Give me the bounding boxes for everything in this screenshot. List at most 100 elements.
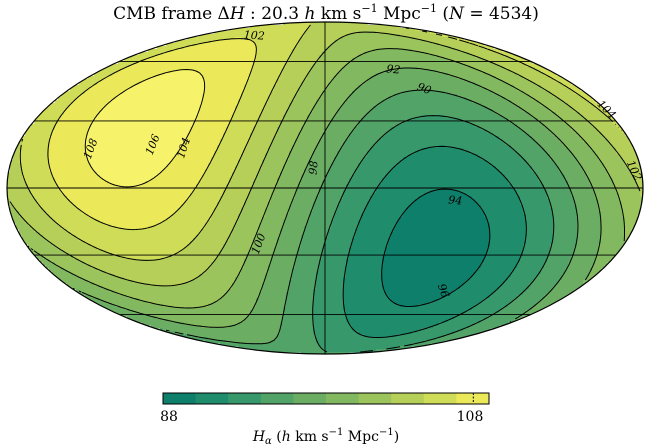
map-cell [226,184,254,188]
map-cell [307,166,332,170]
map-cell [313,316,347,320]
map-cell [286,22,311,26]
map-cell [391,298,440,302]
map-cell [517,262,545,266]
map-cell [106,103,203,107]
map-cell [313,307,344,311]
map-cell [349,97,389,101]
map-cell [322,181,350,185]
map-cell [595,106,605,110]
map-cell [466,280,506,284]
map-cell [502,139,536,143]
map-cell [556,112,581,116]
map-cell [178,334,191,338]
map-cell [190,130,227,134]
map-cell [328,82,365,86]
map-cell [94,301,107,305]
map-cell [58,223,107,227]
map-cell [346,187,377,191]
map-cell [244,202,269,206]
map-cell [331,43,440,47]
map-cell [547,292,572,296]
map-cell [631,169,641,173]
map-cell [256,58,290,62]
map-cell [502,115,533,119]
map-cell [22,163,50,167]
map-cell [229,181,254,185]
map-cell [61,280,89,284]
map-cell [331,79,368,83]
map-cell [343,145,374,149]
map-cell [274,250,299,254]
map-cell [400,217,488,221]
map-cell [358,163,398,167]
map-cell [577,238,602,242]
map-cell [307,163,332,167]
map-cell [541,271,566,275]
map-cell [91,166,167,170]
map-cell [7,184,29,188]
map-cell [214,259,245,263]
map-cell [529,79,557,83]
map-cell [568,103,593,107]
map-cell [127,88,206,92]
map-cell [22,142,50,146]
map-cell [529,112,557,116]
map-cell [601,235,626,239]
map-cell [286,298,314,302]
map-cell [7,172,23,176]
map-cell [520,196,548,200]
map-cell [382,265,482,269]
map-cell [562,277,587,281]
map-cell [352,58,449,62]
map-cell [373,193,425,197]
map-cell [235,169,260,173]
map-cell [127,316,158,320]
map-cell [343,286,383,290]
map-cell [49,268,65,272]
map-cell [196,184,227,188]
map-cell [22,166,50,170]
map-cell [298,40,335,44]
map-cell [250,25,311,29]
map-cell [478,154,521,158]
map-cell [337,109,371,113]
map-cell [40,112,65,116]
map-cell [592,148,617,152]
map-cell [196,115,233,119]
map-cell [364,334,398,338]
map-cell [259,115,284,119]
map-cell [298,133,323,137]
map-cell [289,154,314,158]
map-cell [319,193,344,197]
map-cell [439,43,476,47]
map-cell [565,145,590,149]
map-cell [619,196,643,200]
map-cell [304,79,332,83]
map-cell [370,199,416,203]
map-cell [232,118,260,122]
map-cell [343,307,473,311]
map-cell [523,244,551,248]
map-cell [73,202,185,206]
map-cell [331,226,359,230]
map-cell [313,202,341,206]
map-cell [283,118,308,122]
map-cell [601,217,626,221]
map-cell [538,100,563,104]
map-cell [553,220,578,224]
map-cell [334,214,362,218]
map-cell [79,238,194,242]
map-cell [169,319,245,323]
map-cell [532,307,545,311]
map-cell [352,130,389,134]
map-cell [16,145,23,149]
map-cell [514,298,542,302]
map-cell [307,223,332,227]
map-cell [292,268,320,272]
map-cell [37,256,44,260]
map-cell [568,265,593,269]
map-cell [151,325,203,329]
map-cell [22,145,50,149]
map-cell [529,163,557,167]
